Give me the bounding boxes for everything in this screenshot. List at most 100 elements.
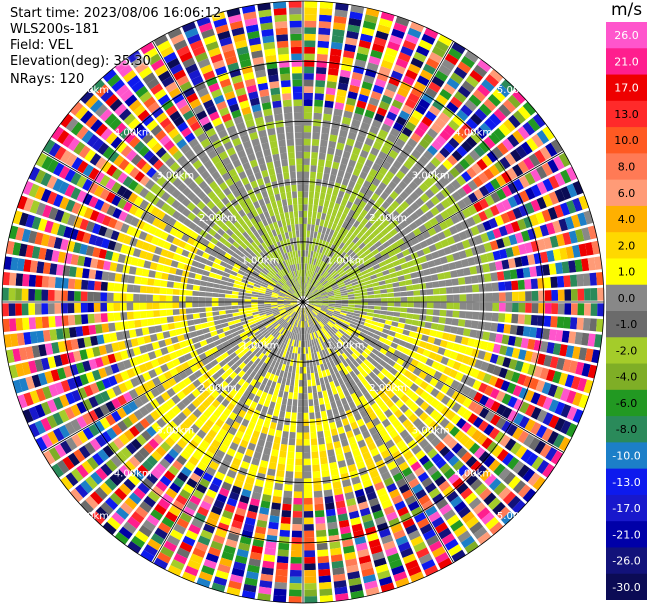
radar-gate: [333, 15, 347, 24]
radar-gate: [318, 575, 332, 583]
radar-gate: [395, 399, 405, 409]
radar-gate: [316, 529, 327, 538]
radar-gate: [403, 450, 414, 461]
radar-gate: [520, 337, 529, 349]
radar-gate: [336, 210, 343, 219]
radar-gate: [327, 528, 339, 537]
radar-gate: [303, 380, 308, 387]
radar-gate: [425, 199, 435, 210]
radar-gate: [309, 264, 313, 271]
radar-gate: [353, 412, 362, 422]
radar-gate: [307, 294, 314, 299]
radar-gate: [524, 418, 536, 432]
radar-gate: [433, 224, 443, 234]
radar-gate: [306, 306, 311, 313]
radar-gate: [537, 353, 546, 366]
radar-gate: [198, 297, 206, 302]
radar-gate: [290, 563, 302, 571]
radar-gate: [169, 329, 177, 337]
radar-gate: [15, 318, 24, 331]
radar-gate: [335, 321, 343, 327]
radar-gate: [303, 497, 313, 505]
radar-gate: [532, 113, 546, 128]
radar-gate: [165, 302, 173, 309]
radar-gate: [582, 273, 591, 286]
radar-gate: [541, 427, 554, 442]
radar-gate: [357, 46, 370, 56]
radar-gate: [563, 275, 571, 288]
radar-gate: [305, 307, 309, 314]
radar-gate: [589, 318, 597, 332]
radar-gate: [308, 191, 315, 199]
radar-gate: [502, 99, 517, 113]
radar-gate: [542, 463, 555, 478]
radar-gate: [303, 478, 312, 485]
radar-gate: [303, 145, 311, 152]
radar-gate: [296, 438, 303, 446]
radar-gate: [446, 236, 456, 246]
radar-gate: [67, 315, 76, 326]
radar-gate: [472, 502, 486, 515]
radar-gate: [307, 294, 314, 299]
radar-gate: [314, 296, 322, 299]
radar-gate: [418, 224, 428, 233]
radar-gate: [456, 109, 469, 122]
radar-gate: [333, 440, 342, 449]
radar-gate: [547, 384, 558, 397]
radar-gate: [525, 291, 532, 301]
radar-gate: [139, 310, 148, 319]
radar-gate: [304, 576, 317, 584]
radar-gate: [490, 414, 501, 426]
radar-gate: [527, 254, 536, 266]
radar-gate: [100, 313, 108, 323]
radar-gate: [506, 209, 517, 222]
radar-gate: [435, 402, 446, 413]
radar-gate: [323, 316, 330, 321]
radar-gate: [483, 423, 495, 436]
radar-gate: [486, 342, 495, 352]
radar-gate: [108, 272, 116, 282]
radar-gate: [307, 293, 313, 298]
radar-gate: [496, 506, 511, 520]
radar-gate: [308, 298, 316, 301]
radar-gate: [347, 294, 355, 298]
radar-gate: [446, 490, 459, 503]
radar-gate: [126, 293, 134, 302]
radar-gate: [451, 278, 459, 286]
radar-gate: [173, 315, 181, 322]
radar-gate: [320, 269, 326, 276]
radar-gate: [353, 257, 361, 264]
radar-gate: [308, 303, 316, 306]
radar-gate: [325, 213, 331, 222]
radar-gate: [335, 240, 342, 248]
radar-gate: [404, 379, 414, 388]
radar-gate: [402, 268, 410, 275]
radar-gate: [305, 250, 309, 257]
radar-gate: [500, 380, 511, 392]
radar-gate: [218, 289, 226, 294]
radar-gate: [461, 421, 472, 433]
radar-gate: [433, 168, 444, 179]
radar-gate: [205, 297, 212, 302]
radar-gate: [335, 332, 342, 339]
radar-gate: [344, 43, 357, 53]
radar-gate: [366, 62, 379, 72]
radar-gate: [541, 209, 552, 223]
radar-gate: [415, 489, 427, 500]
radar-gate: [337, 459, 347, 469]
radar-gate: [403, 143, 414, 154]
radar-gate: [467, 257, 476, 266]
radar-gate: [347, 91, 358, 100]
radar-gate: [269, 421, 277, 430]
radar-gate: [431, 234, 440, 243]
radar-gate: [474, 127, 487, 140]
radar-gate: [276, 423, 284, 431]
radar-gate: [238, 302, 245, 306]
radar-gate: [386, 460, 398, 471]
radar-gate: [264, 303, 271, 306]
radar-gate: [421, 116, 433, 127]
radar-gate: [470, 275, 479, 284]
radar-gate: [287, 372, 292, 380]
radar-gate: [396, 357, 405, 366]
radar-gate: [304, 290, 308, 297]
